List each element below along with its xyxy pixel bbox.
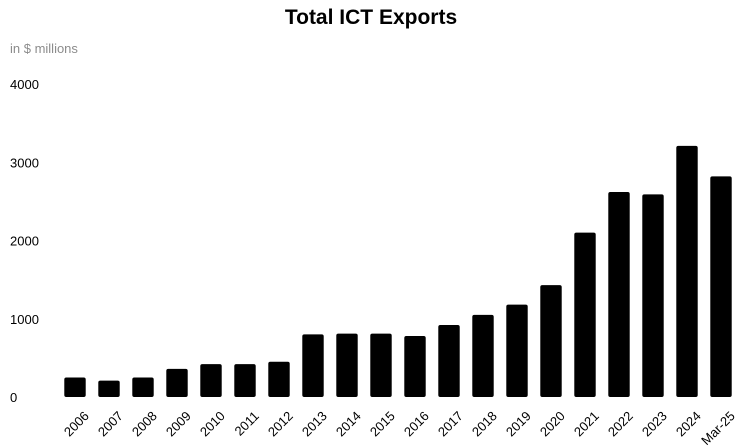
x-tick-label: 2017 xyxy=(435,408,466,439)
bar-2016 xyxy=(404,335,426,397)
x-tick-label: 2024 xyxy=(673,408,704,439)
x-tick-label: 2008 xyxy=(129,408,160,439)
x-tick-label: 2014 xyxy=(333,408,364,439)
x-tick-label: 2022 xyxy=(605,408,636,439)
x-tick-label: 2006 xyxy=(61,408,92,439)
bar-2008 xyxy=(132,377,154,397)
bar-2021 xyxy=(574,232,596,397)
bar-2006 xyxy=(64,377,86,397)
chart-title: Total ICT Exports xyxy=(284,6,458,29)
y-tick-label: 3000 xyxy=(10,155,39,170)
y-unit-label: in $ millions xyxy=(10,41,78,56)
y-tick-label: 2000 xyxy=(10,234,39,249)
x-tick-label: 2015 xyxy=(367,408,398,439)
bar-2010 xyxy=(200,364,222,397)
x-tick-label: Mar-25 xyxy=(698,408,738,446)
bar-2007 xyxy=(98,380,120,397)
x-tick-label: 2021 xyxy=(571,408,602,439)
bar-2018 xyxy=(472,314,494,397)
x-axis-ticks: 2006 2007 2008 2009 2010 2011 2012 2013 2014 2015… xyxy=(61,408,738,446)
x-tick-label: 2020 xyxy=(537,408,568,439)
bar-2011 xyxy=(234,364,256,397)
bar-2019 xyxy=(506,304,528,397)
x-tick-label: 2011 xyxy=(232,408,262,438)
y-tick-label: 0 xyxy=(10,390,17,405)
y-tick-label: 4000 xyxy=(10,77,39,92)
bar-2012 xyxy=(268,361,290,397)
bar-Mar-25 xyxy=(710,176,732,397)
bar-2013 xyxy=(302,334,324,397)
x-tick-label: 2023 xyxy=(639,408,670,439)
bar-2020 xyxy=(540,285,562,397)
bar-2022 xyxy=(608,191,630,397)
x-tick-label: 2012 xyxy=(265,408,296,439)
bars xyxy=(64,145,732,397)
bar-2009 xyxy=(166,368,188,397)
x-tick-label: 2019 xyxy=(503,408,534,439)
y-axis-ticks: 0 1000 2000 3000 4000 xyxy=(10,77,39,405)
x-tick-label: 2013 xyxy=(299,408,330,439)
y-tick-label: 1000 xyxy=(10,312,39,327)
bar-2015 xyxy=(370,333,392,397)
bar-2014 xyxy=(336,333,358,397)
bar-2024 xyxy=(676,145,698,397)
x-tick-label: 2016 xyxy=(401,408,432,439)
x-tick-label: 2009 xyxy=(163,408,194,439)
bar-2023 xyxy=(642,194,664,397)
x-tick-label: 2018 xyxy=(469,408,500,439)
x-tick-label: 2010 xyxy=(197,408,228,439)
x-tick-label: 2007 xyxy=(95,408,126,439)
bar-2017 xyxy=(438,325,460,397)
